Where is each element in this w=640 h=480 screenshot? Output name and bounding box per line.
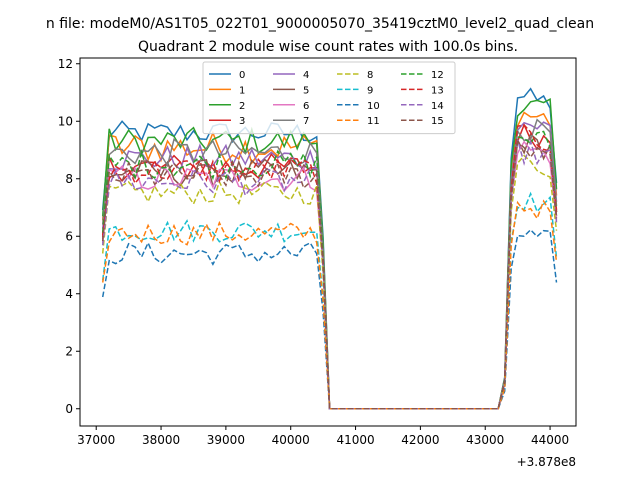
legend-box — [202, 61, 456, 135]
series-line-15 — [101, 140, 558, 410]
y-tick-label: 10 — [58, 114, 73, 128]
x-axis: 37000 38000 39000 40000 41000 42000 43000 44000 — [77, 426, 569, 447]
x-tick-label: 40000 — [272, 433, 310, 447]
x-tick-label: 41000 — [336, 433, 374, 447]
y-tick-label: 0 — [65, 402, 73, 416]
series-line-11 — [101, 199, 558, 410]
y-axis: 0 2 4 6 8 10 12 — [58, 57, 80, 416]
legend-label-0: 0 — [239, 70, 245, 81]
legend-label-8: 8 — [367, 70, 373, 81]
legend-label-14: 14 — [431, 101, 444, 112]
legend-label-1: 1 — [239, 85, 245, 96]
y-tick-label: 2 — [65, 344, 73, 358]
x-tick-label: 42000 — [401, 433, 439, 447]
legend-label-10: 10 — [367, 101, 380, 112]
x-tick-label: 37000 — [77, 433, 115, 447]
legend-label-11: 11 — [367, 116, 380, 127]
plot-area: 37000 38000 39000 40000 41000 42000 43000 44000… — [58, 57, 577, 469]
y-tick-label: 4 — [65, 287, 73, 301]
series-line-10 — [101, 228, 558, 410]
legend-label-6: 6 — [303, 101, 309, 112]
x-tick-label: 39000 — [207, 433, 245, 447]
legend-label-2: 2 — [239, 101, 245, 112]
axes-frame — [79, 57, 577, 427]
legend-label-3: 3 — [239, 116, 245, 127]
x-tick-label: 44000 — [531, 433, 569, 447]
legend-label-12: 12 — [431, 70, 444, 81]
x-offset-label: +3.878e8 — [517, 455, 576, 469]
y-tick-label: 12 — [58, 57, 73, 71]
legend-label-4: 4 — [303, 70, 309, 81]
chart-title: Quadrant 2 module wise count rates with … — [138, 39, 518, 55]
y-tick-label: 8 — [65, 172, 73, 186]
series-lines — [101, 87, 558, 410]
legend-label-15: 15 — [431, 116, 444, 127]
x-tick-label: 43000 — [466, 433, 504, 447]
x-tick-label: 38000 — [142, 433, 180, 447]
legend-label-13: 13 — [431, 85, 444, 96]
legend-label-9: 9 — [367, 85, 373, 96]
legend-label-5: 5 — [303, 85, 309, 96]
suptitle: n file: modeM0/AS1T05_022T01_9000005070_… — [46, 16, 594, 32]
legend-label-7: 7 — [303, 116, 309, 127]
y-tick-label: 6 — [65, 229, 73, 243]
